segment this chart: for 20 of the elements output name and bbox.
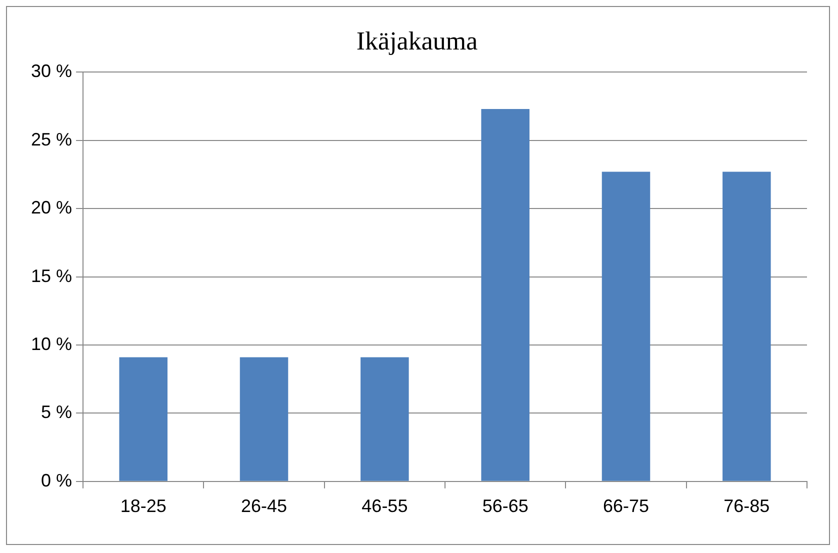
- y-tick-label: 25 %: [30, 129, 72, 150]
- bar: [240, 357, 288, 481]
- y-tick-label: 30 %: [30, 61, 72, 82]
- y-tick-label: 5 %: [40, 402, 72, 422]
- x-tick-label: 46-55: [362, 496, 408, 516]
- y-tick-label: 0 %: [40, 470, 72, 490]
- chart-title: Ikäjakauma: [356, 26, 478, 56]
- y-tick-label: 15 %: [30, 266, 72, 286]
- y-tick-label: 20 %: [30, 198, 72, 218]
- y-tick-label: 10 %: [30, 334, 72, 354]
- x-tick-label: 56-65: [482, 496, 528, 516]
- bar: [360, 357, 409, 481]
- bar: [481, 109, 530, 481]
- bar: [602, 172, 650, 481]
- x-tick-label: 76-85: [724, 496, 770, 516]
- x-tick-label: 26-45: [240, 496, 288, 516]
- bar: [722, 172, 771, 481]
- bar: [119, 357, 168, 481]
- x-tick-label: 18-25: [120, 496, 166, 516]
- x-tick-label: 66-75: [602, 496, 650, 516]
